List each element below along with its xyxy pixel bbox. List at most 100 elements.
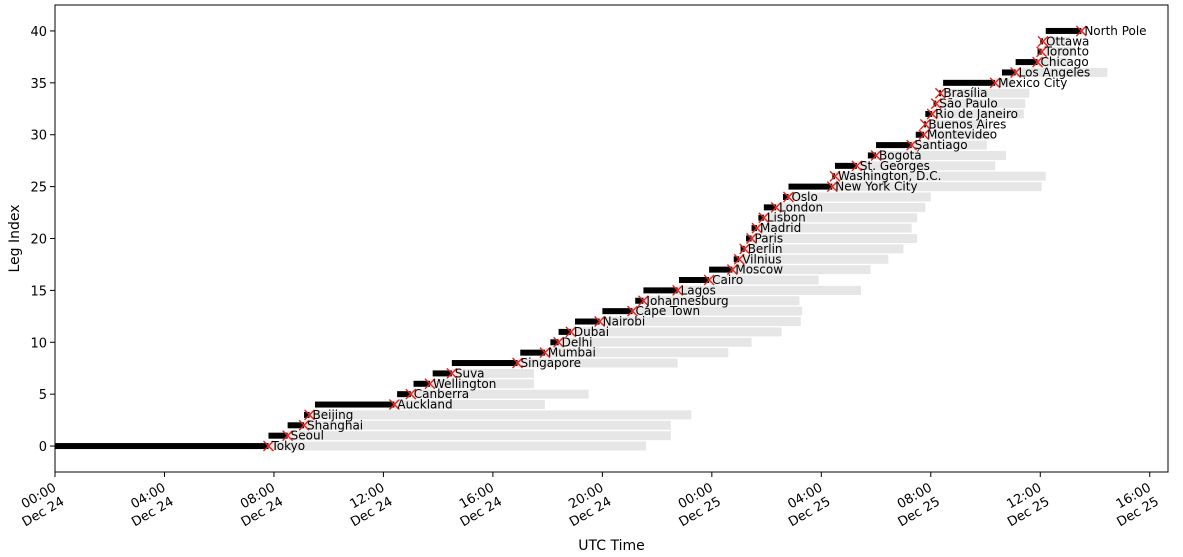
- leg-bar-0: [55, 443, 269, 450]
- window-bar-22: [763, 213, 918, 223]
- city-label: Shanghai: [307, 418, 363, 432]
- y-tick-label: 35: [30, 77, 47, 92]
- leg-bar-8: [451, 360, 518, 367]
- window-bar-2: [304, 420, 671, 430]
- arrival-marker-3: [304, 409, 316, 421]
- leg-bar-10: [550, 339, 559, 346]
- y-tick-label: 30: [30, 129, 47, 144]
- leg-bar-6: [413, 380, 430, 387]
- arrival-marker-19: [739, 243, 751, 255]
- arrival-marker-34: [934, 87, 946, 99]
- window-bar-8: [517, 358, 678, 368]
- window-bars: [268, 26, 1108, 451]
- city-label: Mexico City: [998, 76, 1067, 90]
- leg-bar-27: [835, 162, 857, 169]
- window-bar-21: [757, 223, 912, 233]
- leg-bar-3: [304, 411, 310, 418]
- window-bar-5: [410, 389, 589, 399]
- window-bar-32: [932, 109, 1024, 119]
- x-tick-label: 12:00Dec 24: [340, 480, 395, 530]
- window-bar-26: [835, 171, 1046, 181]
- leg-bar-17: [709, 266, 733, 273]
- window-bar-34: [940, 88, 1030, 98]
- arrival-markers: [262, 25, 1087, 452]
- window-bar-11: [570, 327, 782, 337]
- y-tick-label: 10: [30, 336, 47, 351]
- city-label: Madrid: [760, 221, 801, 235]
- window-bar-10: [558, 337, 752, 347]
- city-label: Chicago: [1041, 55, 1089, 69]
- leg-bar-1: [268, 432, 288, 439]
- window-bar-13: [632, 306, 803, 316]
- window-bar-28: [876, 150, 1007, 160]
- city-label: Paris: [755, 232, 784, 246]
- leg-bars: [55, 27, 1082, 450]
- arrival-marker-28: [870, 149, 882, 161]
- city-label: Seoul: [291, 429, 324, 443]
- window-bar-27: [856, 161, 996, 171]
- arrival-marker-25: [826, 181, 838, 193]
- arrival-marker-2: [298, 419, 310, 431]
- leg-bar-33: [933, 100, 937, 107]
- arrival-marker-29: [906, 139, 918, 151]
- leg-bar-19: [740, 245, 745, 252]
- arrival-marker-21: [751, 222, 763, 234]
- arrival-marker-27: [851, 160, 863, 172]
- x-axis-label: UTC Time: [578, 538, 644, 554]
- city-label: Santiago: [915, 138, 968, 152]
- window-bar-16: [709, 275, 819, 285]
- arrival-marker-0: [262, 440, 274, 452]
- x-tick-label: 00:00Dec 25: [669, 480, 724, 530]
- arrival-marker-6: [424, 378, 436, 390]
- city-label: Johannesburg: [645, 294, 728, 308]
- window-bar-19: [744, 244, 904, 254]
- arrival-marker-32: [926, 108, 938, 120]
- leg-bar-9: [520, 349, 545, 356]
- window-bar-35: [995, 78, 1013, 88]
- city-label: Vilnius: [742, 252, 781, 266]
- x-tick-label: 00:00Dec 24: [12, 480, 67, 530]
- leg-bar-38: [1037, 48, 1042, 55]
- window-bar-4: [394, 400, 545, 410]
- window-bar-0: [268, 441, 647, 451]
- city-label: Canberra: [414, 387, 469, 401]
- city-label: Nairobi: [603, 315, 646, 329]
- window-bar-1: [287, 431, 671, 441]
- window-bar-39: [1043, 36, 1071, 46]
- arrival-marker-26: [829, 170, 841, 182]
- city-label: Auckland: [397, 398, 452, 412]
- arrival-marker-30: [918, 129, 930, 141]
- leg-bar-23: [763, 204, 777, 211]
- arrival-marker-36: [1010, 66, 1022, 78]
- city-label: St. Georges: [860, 159, 930, 173]
- arrival-marker-9: [539, 347, 551, 359]
- x-axis-ticks: 00:00Dec 24 04:00Dec 24 08:00Dec 24 12:00De…: [12, 472, 1162, 530]
- city-label: Cape Town: [635, 304, 700, 318]
- city-label: Suva: [455, 366, 485, 380]
- window-bar-23: [776, 202, 926, 212]
- leg-bar-32: [925, 110, 933, 117]
- leg-bar-15: [643, 287, 678, 294]
- leg-bar-5: [397, 391, 411, 398]
- window-bar-33: [936, 99, 1026, 109]
- arrival-marker-20: [746, 233, 758, 244]
- city-label: Moscow: [735, 263, 783, 277]
- leg-bar-30: [915, 131, 924, 138]
- window-bar-6: [429, 379, 534, 389]
- city-label: London: [779, 200, 823, 214]
- leg-bar-12: [575, 318, 600, 325]
- leg-bar-7: [432, 370, 452, 377]
- arrival-marker-10: [553, 336, 565, 348]
- window-bar-37: [1037, 57, 1068, 67]
- arrival-marker-39: [1037, 35, 1049, 47]
- arrival-marker-18: [733, 253, 745, 265]
- leg-bar-29: [876, 142, 912, 149]
- window-bar-40: [1081, 26, 1085, 36]
- leg-bar-2: [287, 422, 305, 429]
- leg-bar-13: [602, 308, 633, 315]
- x-tick-label: 16:00Dec 24: [450, 480, 505, 530]
- arrival-marker-12: [594, 316, 606, 328]
- arrival-marker-14: [637, 295, 649, 307]
- leg-bar-40: [1045, 27, 1082, 34]
